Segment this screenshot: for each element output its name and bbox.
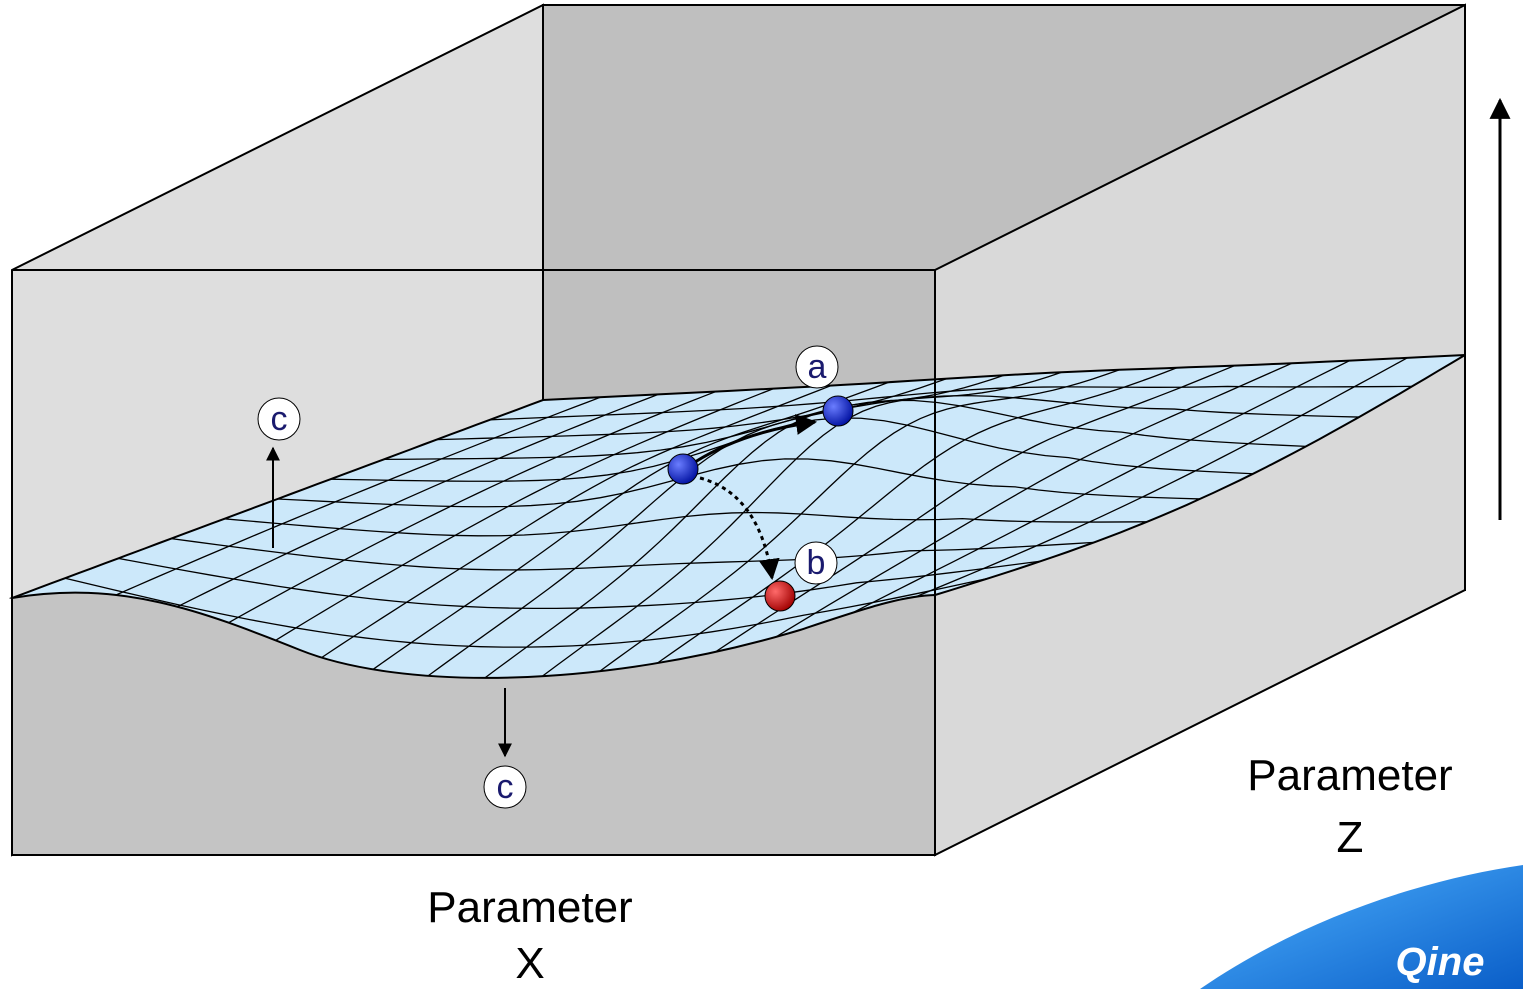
label-text: c	[271, 400, 288, 438]
point-b	[765, 581, 795, 611]
label-text: c	[497, 768, 514, 806]
label-c-top: c	[258, 398, 300, 440]
axis-z-label: Parameter	[1247, 751, 1452, 800]
label-b: b	[795, 542, 837, 584]
label-c-bottom: c	[484, 766, 526, 808]
axis-x-label: Parameter	[427, 883, 632, 932]
point-start	[668, 454, 698, 484]
logo: Qine	[1396, 940, 1485, 984]
point-a	[823, 396, 853, 426]
page: c c a b Parameter X Parameter Z Qine (()…	[0, 0, 1523, 989]
axis-x-label: X	[515, 939, 544, 988]
axis-z-label: Z	[1337, 813, 1364, 862]
label-text: a	[808, 348, 827, 386]
diagram: c c a b Parameter X Parameter Z Qine	[0, 0, 1523, 989]
label-a: a	[796, 346, 838, 388]
label-text: b	[807, 544, 826, 582]
